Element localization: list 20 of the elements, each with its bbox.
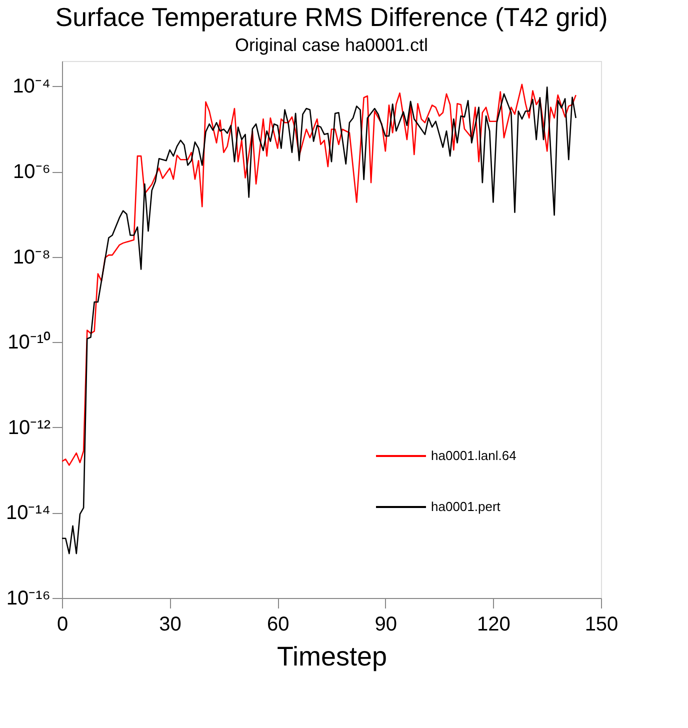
x-tick-label: 0 xyxy=(56,614,68,636)
y-tick-label: 10⁻¹⁶ xyxy=(6,588,50,610)
y-tick-label: 10⁻¹² xyxy=(8,416,51,439)
y-tick-label: 10⁻¹⁰ xyxy=(8,330,50,354)
line-series xyxy=(62,86,576,554)
y-tick-label: 10⁻⁸ xyxy=(12,246,50,268)
x-tick-label: 150 xyxy=(584,614,618,636)
legend-label: ha0001.pert xyxy=(431,499,501,514)
x-tick-label: 60 xyxy=(266,614,290,636)
chart-title: Surface Temperature RMS Difference (T42 grid) xyxy=(55,2,608,32)
x-tick-label: 120 xyxy=(477,614,510,636)
y-tick-label: 10⁻⁴ xyxy=(12,76,50,98)
legend-label: ha0001.lanl.64 xyxy=(431,448,516,463)
x-tick-label: 90 xyxy=(374,614,398,636)
x-tick-label: 30 xyxy=(159,614,182,636)
y-tick-label: 10⁻¹⁴ xyxy=(6,502,50,524)
y-tick-label: 10⁻⁶ xyxy=(13,161,50,184)
x-axis-title: Timestep xyxy=(276,642,388,672)
chart-subtitle: Original case ha0001.ctl xyxy=(234,35,428,55)
line-series xyxy=(62,84,576,466)
